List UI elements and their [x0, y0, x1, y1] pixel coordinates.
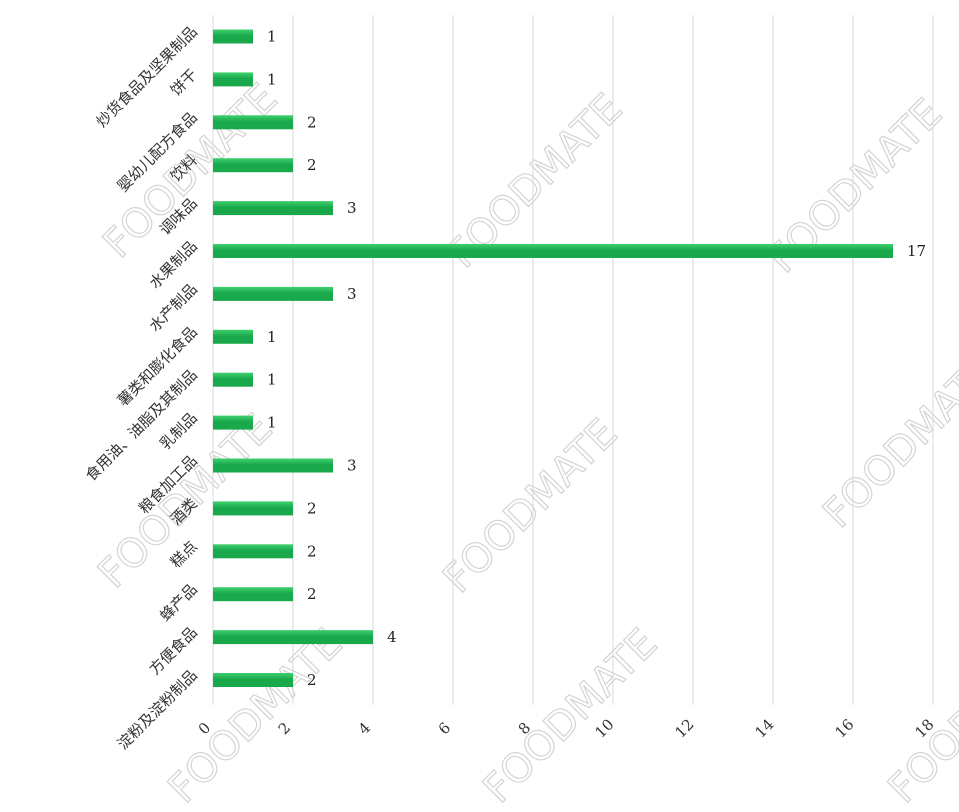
- bars: [213, 29, 893, 687]
- x-tick-label: 6: [435, 719, 454, 738]
- bar-value-label: 1: [267, 70, 277, 88]
- bar: [213, 587, 293, 602]
- bar-value-label: 17: [907, 242, 926, 260]
- bar: [213, 244, 893, 258]
- bar: [213, 544, 293, 559]
- bar: [213, 372, 253, 387]
- bar: [213, 29, 253, 44]
- bar-value-label: 2: [307, 499, 317, 517]
- bar-value-label: 2: [307, 585, 317, 603]
- x-tick-label: 4: [355, 719, 374, 738]
- bar: [213, 630, 373, 645]
- category-labels: 炒货食品及坚果制品饼干婴幼儿配方食品饮料调味品水果制品水产制品薯类和膨化食品食用…: [82, 23, 201, 753]
- bar-value-label: 1: [267, 414, 277, 432]
- bar: [213, 158, 293, 173]
- bar: [213, 115, 293, 130]
- bar: [213, 201, 333, 216]
- bar-value-label: 2: [307, 542, 317, 560]
- bar: [213, 458, 333, 473]
- watermark-text: FOODMATE: [475, 620, 667, 812]
- bar-value-label: 2: [307, 113, 317, 131]
- x-tick-label: 16: [831, 715, 857, 741]
- bar-value-label: 2: [307, 671, 317, 689]
- watermark-text: FOODMATE: [435, 410, 627, 602]
- category-label: 水果制品: [146, 237, 201, 292]
- bar-value-label: 2: [307, 156, 317, 174]
- x-tick-label: 2: [275, 719, 294, 738]
- bar-value-label: 1: [267, 371, 277, 389]
- watermark-text: FOODMATE: [815, 345, 959, 537]
- bar: [213, 673, 293, 687]
- bar-value-label: 1: [267, 28, 277, 46]
- bar-value-label: 4: [387, 628, 397, 646]
- category-label: 方便食品: [146, 623, 201, 678]
- bar: [213, 286, 333, 301]
- bar: [213, 329, 253, 344]
- category-label: 饼干: [167, 66, 201, 100]
- category-label: 蜂产品: [156, 580, 201, 625]
- bar-value-label: 3: [347, 457, 357, 475]
- bar: [213, 415, 253, 430]
- bar: [213, 72, 253, 87]
- watermark-text: FOODMATE: [160, 620, 352, 812]
- category-label: 淀粉及淀粉制品: [114, 666, 201, 753]
- watermark-text: FOODMATE: [880, 620, 959, 812]
- x-tick-label: 14: [751, 715, 777, 741]
- bar-value-label: 3: [347, 285, 357, 303]
- bar: [213, 501, 293, 516]
- bar-value-label: 1: [267, 328, 277, 346]
- bar-value-label: 3: [347, 199, 357, 217]
- x-tick-label: 12: [671, 715, 697, 741]
